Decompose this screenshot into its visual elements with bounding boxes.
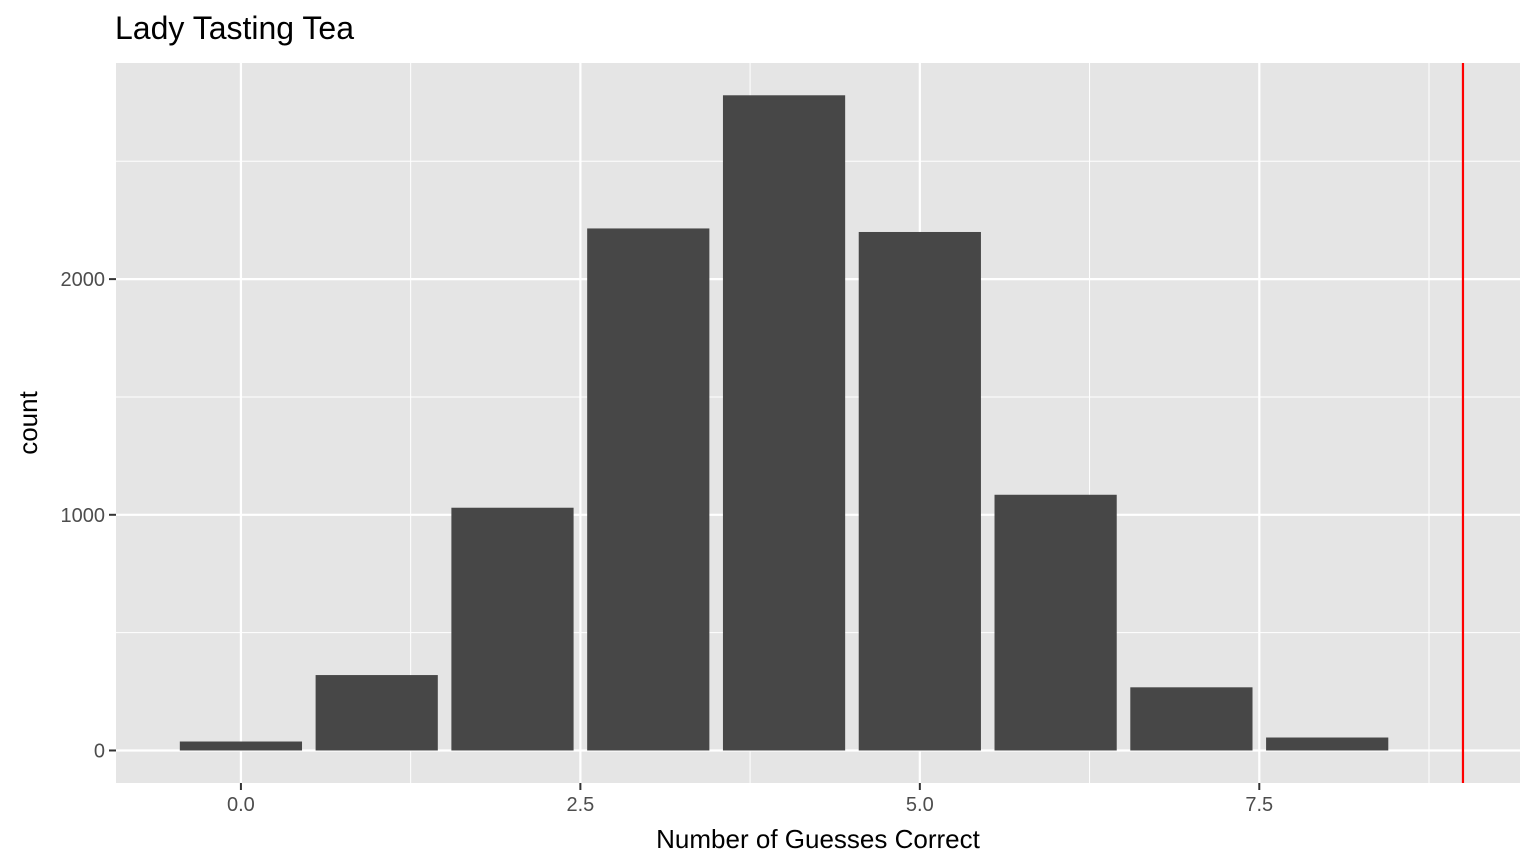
x-axis: 0.0 2.5 5.0 7.5 <box>227 783 1273 816</box>
bar <box>994 494 1117 751</box>
y-axis: 0 1000 2000 <box>61 269 116 762</box>
bar <box>1266 737 1389 751</box>
bar <box>1130 687 1253 751</box>
y-tick-label: 2000 <box>61 269 106 291</box>
x-tick-label: 2.5 <box>566 794 594 816</box>
y-tick-label: 1000 <box>61 505 106 527</box>
y-axis-title: count <box>13 390 43 454</box>
bar <box>315 675 438 751</box>
bar <box>722 95 846 751</box>
chart-title: Lady Tasting Tea <box>115 10 354 46</box>
x-axis-title: Number of Guesses Correct <box>656 824 980 854</box>
bar <box>451 507 574 751</box>
bar <box>858 231 981 751</box>
x-tick-label: 0.0 <box>227 794 255 816</box>
bar <box>179 741 303 751</box>
bars <box>179 95 1389 751</box>
y-tick-label: 0 <box>94 740 105 762</box>
x-tick-label: 7.5 <box>1245 794 1273 816</box>
x-tick-label: 5.0 <box>906 794 934 816</box>
bar <box>587 228 710 751</box>
